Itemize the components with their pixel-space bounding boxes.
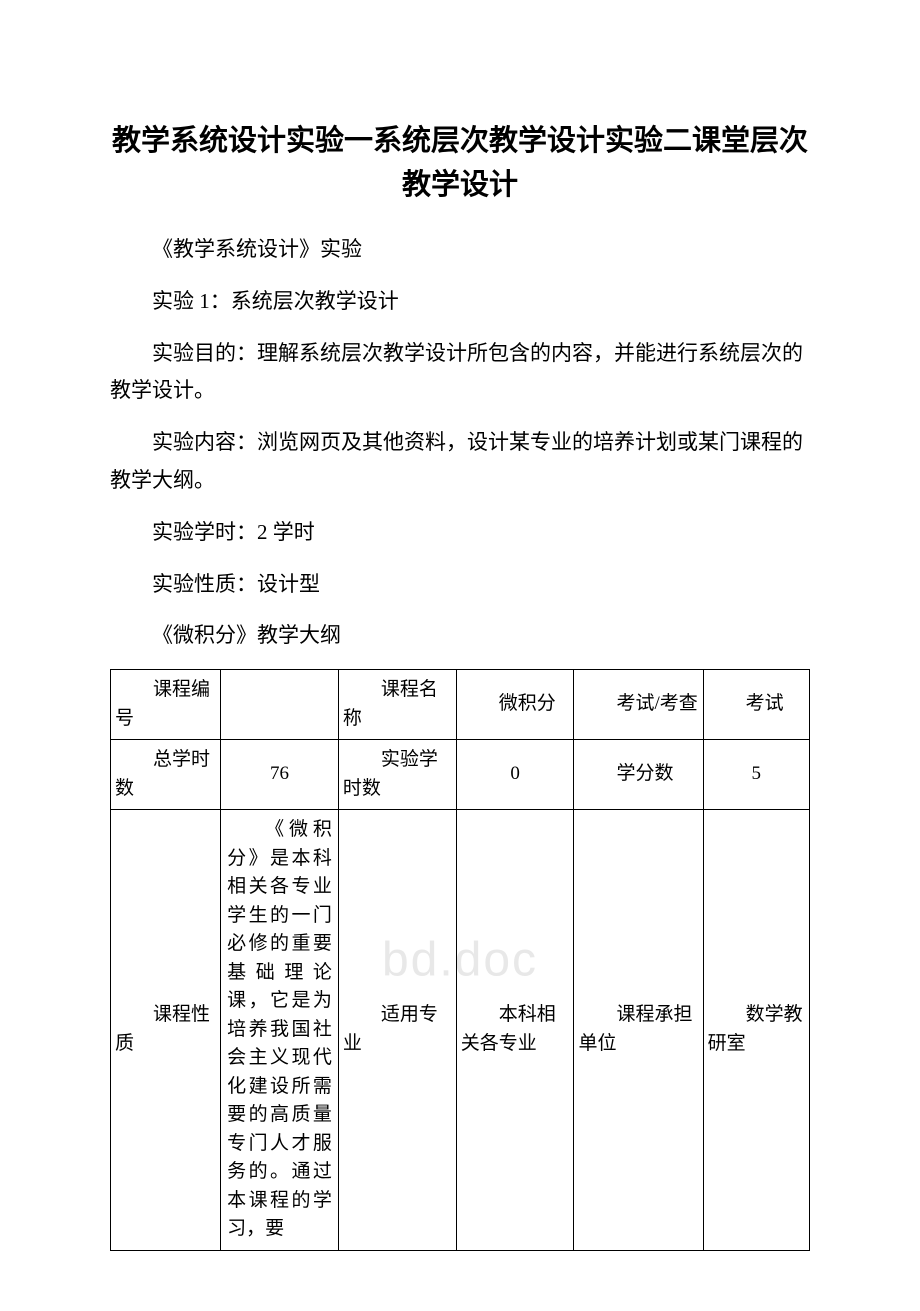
table-row: 课程性质 《微积分》是本科相关各专业学生的一门必修的重要基础理论课，它是为培养我… xyxy=(111,810,810,1251)
paragraph: 《微积分》教学大纲 xyxy=(110,617,810,655)
cell-label: 适用专业 xyxy=(338,810,456,1251)
cell-value: 0 xyxy=(456,740,574,810)
cell-value: 微积分 xyxy=(456,670,574,740)
cell-label: 学分数 xyxy=(574,740,703,810)
cell-value: 5 xyxy=(703,740,809,810)
paragraph: 实验性质：设计型 xyxy=(110,566,810,604)
table-row: 总学时数 76 实验学时数 0 学分数 5 xyxy=(111,740,810,810)
cell-label: 实验学时数 xyxy=(338,740,456,810)
cell-label: 课程性质 xyxy=(111,810,221,1251)
document-page: 教学系统设计实验一系统层次教学设计实验二课堂层次教学设计 《教学系统设计》实验 … xyxy=(0,0,920,1311)
cell-label: 课程编号 xyxy=(111,670,221,740)
cell-value: 考试 xyxy=(703,670,809,740)
syllabus-table: 课程编号 课程名称 微积分 考试/考查 考试 总学时数 76 实验学时数 0 学… xyxy=(110,669,810,1251)
table-row: 课程编号 课程名称 微积分 考试/考查 考试 xyxy=(111,670,810,740)
table-container: bd.doc 课程编号 课程名称 微积分 考试/考查 考试 总学时数 76 实验… xyxy=(110,669,810,1251)
cell-value: 76 xyxy=(221,740,339,810)
paragraph: 实验学时：2 学时 xyxy=(110,514,810,552)
paragraph: 《教学系统设计》实验 xyxy=(110,231,810,269)
cell-value: 数学教研室 xyxy=(703,810,809,1251)
cell-value xyxy=(221,670,339,740)
paragraph: 实验 1：系统层次教学设计 xyxy=(110,283,810,321)
cell-value: 本科相关各专业 xyxy=(456,810,574,1251)
paragraph: 实验内容：浏览网页及其他资料，设计某专业的培养计划或某门课程的教学大纲。 xyxy=(110,424,810,500)
cell-label: 总学时数 xyxy=(111,740,221,810)
cell-value: 《微积分》是本科相关各专业学生的一门必修的重要基础理论课，它是为培养我国社会主义… xyxy=(221,810,339,1251)
page-title: 教学系统设计实验一系统层次教学设计实验二课堂层次教学设计 xyxy=(110,120,810,207)
cell-label: 课程承担单位 xyxy=(574,810,703,1251)
cell-label: 课程名称 xyxy=(338,670,456,740)
cell-label: 考试/考查 xyxy=(574,670,703,740)
paragraph: 实验目的：理解系统层次教学设计所包含的内容，并能进行系统层次的教学设计。 xyxy=(110,335,810,411)
